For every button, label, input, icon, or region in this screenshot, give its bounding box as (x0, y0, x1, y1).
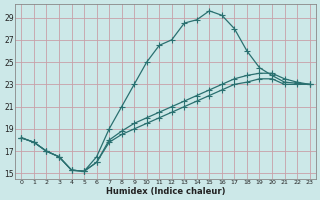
X-axis label: Humidex (Indice chaleur): Humidex (Indice chaleur) (106, 187, 225, 196)
